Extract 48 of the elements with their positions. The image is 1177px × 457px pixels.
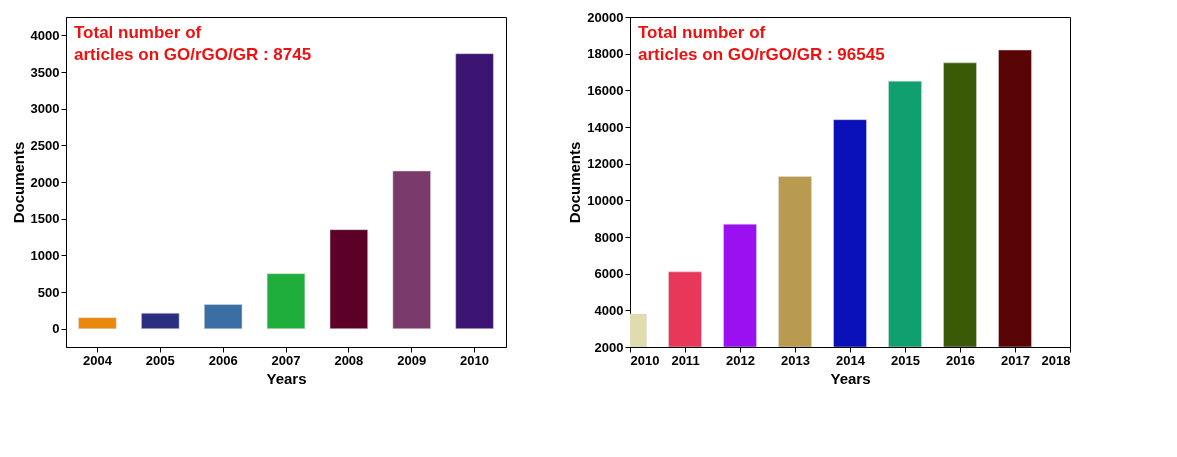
y-tick-label: 1500 [30, 211, 60, 227]
x-axis-title: Years [266, 369, 307, 387]
y-axis-title: Documents [566, 141, 584, 224]
y-tick-label: 2000 [30, 174, 60, 190]
x-tick-label: 2008 [334, 352, 364, 368]
bar [204, 304, 243, 329]
x-tick-label: 2010 [460, 352, 490, 368]
bar [141, 313, 180, 329]
x-axis-title: Years [830, 369, 871, 387]
x-tick-label: 2018 [1041, 352, 1071, 368]
x-tick-label: 2010 [630, 352, 660, 368]
y-tick-label: 6000 [594, 266, 624, 282]
y-tick-label: 2500 [30, 137, 60, 153]
y-tick-label: 20000 [587, 9, 624, 25]
y-tick-label: 2000 [594, 339, 624, 355]
y-tick-label: 18000 [587, 46, 624, 62]
x-tick-label: 2015 [891, 352, 920, 368]
x-tick-label: 2005 [145, 352, 175, 368]
x-tick-label: 2012 [726, 352, 755, 368]
y-tick-label: 8000 [594, 229, 624, 245]
bar [266, 273, 306, 329]
x-tick-label: 2004 [82, 352, 113, 368]
x-tick-label: 2014 [836, 352, 866, 368]
y-tick-label: 14000 [587, 119, 624, 135]
x-tick-label: 2017 [1001, 352, 1030, 368]
y-tick-label: 3500 [30, 64, 60, 80]
y-tick-label: 3000 [30, 101, 60, 117]
y-tick-label: 500 [37, 284, 60, 300]
x-tick-label: 2013 [781, 352, 810, 368]
x-tick-label: 2011 [671, 352, 700, 368]
annotation: Total number of articles on GO/rGO/GR : 8745 [74, 23, 312, 64]
bar [329, 229, 368, 329]
bar [455, 53, 494, 329]
bar [392, 170, 431, 329]
x-tick-label: 2009 [397, 352, 427, 368]
y-tick-label: 4000 [594, 302, 624, 318]
y-tick-label: 4000 [30, 27, 60, 43]
y-tick-label: 16000 [587, 82, 624, 98]
x-tick-label: 2006 [208, 352, 238, 368]
y-tick-label: 12000 [587, 156, 624, 172]
x-tick-label: 2016 [946, 352, 975, 368]
x-tick-label: 2007 [271, 352, 301, 368]
y-axis-title: Documents [9, 141, 27, 224]
annotation: Total number of articles on GO/rGO/GR : 96545 [638, 23, 885, 64]
y-tick-label: 10000 [587, 192, 624, 208]
y-tick-label: 0 [52, 321, 60, 337]
y-tick-label: 1000 [30, 247, 60, 263]
bar [78, 317, 117, 329]
